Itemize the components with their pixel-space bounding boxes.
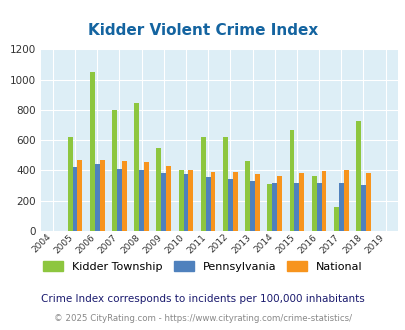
Bar [183,174,188,231]
Bar [178,170,183,231]
Bar [249,181,254,231]
Bar [298,173,303,231]
Bar [365,173,370,231]
Bar [254,174,259,231]
Bar [222,137,227,231]
Bar [77,160,82,231]
Bar [277,176,281,231]
Bar [134,103,139,231]
Bar [68,137,72,231]
Bar [72,167,77,231]
Bar [289,130,294,231]
Bar [311,176,316,231]
Bar [232,172,237,231]
Bar [188,170,193,231]
Bar [294,183,298,231]
Bar [210,172,215,231]
Bar [333,207,338,231]
Bar [227,179,232,231]
Bar [144,162,149,231]
Bar [122,161,126,231]
Bar [343,171,348,231]
Bar [139,170,144,231]
Bar [267,184,272,231]
Bar [94,164,99,231]
Bar [112,110,117,231]
Legend: Kidder Township, Pennsylvania, National: Kidder Township, Pennsylvania, National [38,256,367,276]
Bar [200,137,205,231]
Bar [338,183,343,231]
Bar [166,166,171,231]
Bar [90,72,94,231]
Bar [272,183,277,231]
Bar [156,148,161,231]
Bar [99,160,104,231]
Bar [245,161,249,231]
Text: Crime Index corresponds to incidents per 100,000 inhabitants: Crime Index corresponds to incidents per… [41,294,364,304]
Bar [321,171,326,231]
Bar [316,183,321,231]
Text: © 2025 CityRating.com - https://www.cityrating.com/crime-statistics/: © 2025 CityRating.com - https://www.city… [54,314,351,323]
Bar [355,120,360,231]
Text: Kidder Violent Crime Index: Kidder Violent Crime Index [87,23,318,38]
Bar [360,185,365,231]
Bar [205,177,210,231]
Bar [117,169,121,231]
Bar [161,173,166,231]
